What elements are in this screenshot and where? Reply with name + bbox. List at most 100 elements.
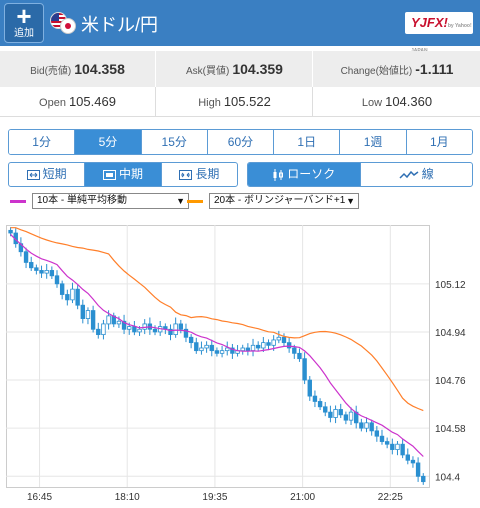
bid-value: 104.358 xyxy=(74,61,125,77)
x-tick-label: 22:25 xyxy=(378,492,403,503)
tab-60min[interactable]: 60分 xyxy=(207,130,275,154)
candle-body xyxy=(369,422,374,432)
add-pair-button[interactable]: + 追加 xyxy=(4,3,44,43)
price-chart[interactable]: 105.12 104.94 104.76 104.58 104.4 16:45 18:10 1… xyxy=(6,225,475,505)
tab-1month[interactable]: 1月 xyxy=(406,130,472,154)
candle-body xyxy=(127,326,132,330)
candle-body xyxy=(199,347,204,352)
high-label: High xyxy=(198,97,221,109)
tab-1week[interactable]: 1週 xyxy=(340,130,407,154)
x-tick-label: 19:35 xyxy=(202,492,227,503)
quote-row-range: Open 105.469 High 105.522 Low 104.360 xyxy=(0,87,480,117)
tab-mid-term[interactable]: 中期 xyxy=(85,163,162,186)
candle-body xyxy=(137,328,142,333)
ask-label: Ask(買値) xyxy=(186,66,230,77)
tab-mid-term-label: 中期 xyxy=(118,167,143,181)
tab-long-term[interactable]: 長期 xyxy=(162,163,237,186)
open-cell: Open 105.469 xyxy=(0,87,156,116)
candle-body xyxy=(116,320,122,325)
candle-body xyxy=(323,406,328,413)
bid-cell: Bid(売値) 104.358 xyxy=(0,51,156,87)
candle-body xyxy=(23,251,29,263)
candle-body xyxy=(39,270,44,274)
bid-label: Bid(売値) xyxy=(30,66,72,77)
quote-row-main: Bid(売値) 104.358 Ask(買値) 104.359 Change(始値比… xyxy=(0,51,480,87)
tab-1day[interactable]: 1日 xyxy=(274,130,341,154)
ma-select[interactable]: 10本 - 単純平均移動 ▼ xyxy=(32,193,189,209)
ma-select-value: 10本 - 単純平均移動 xyxy=(37,195,128,206)
candle-body xyxy=(230,347,235,354)
y-tick-label: 104.76 xyxy=(435,376,466,387)
candle-body xyxy=(297,352,302,360)
chevron-down-icon: ▼ xyxy=(346,196,355,206)
bb-select[interactable]: 20本 - ボリンジャーバンド+1 ▼ xyxy=(209,193,359,209)
ask-value: 104.359 xyxy=(232,61,283,77)
candle-body xyxy=(214,350,220,354)
candle-body xyxy=(317,401,323,408)
candle-body xyxy=(183,328,189,338)
candle-body xyxy=(240,347,245,352)
candle-body xyxy=(364,422,369,429)
candle-body xyxy=(96,328,101,336)
candle-body xyxy=(271,339,276,346)
candle-body xyxy=(400,443,405,456)
candle-body xyxy=(44,270,49,274)
ma-color-swatch xyxy=(10,199,26,203)
ma-indicator: 10本 - 単純平均移動 ▼ xyxy=(10,193,189,209)
candle-body xyxy=(250,344,256,352)
tab-15min[interactable]: 15分 xyxy=(141,130,208,154)
chart-type-tabs: ローソク 線 xyxy=(247,162,473,187)
candle-body xyxy=(390,443,395,450)
bb-indicator: 20本 - ボリンジャーバンド+1 ▼ xyxy=(187,193,359,209)
candle-body xyxy=(261,342,266,349)
candle-body xyxy=(374,430,380,437)
candle-body xyxy=(395,443,400,450)
change-label: Change(始値比) xyxy=(340,66,413,77)
low-cell: Low 104.360 xyxy=(314,87,480,116)
candle-body xyxy=(209,344,214,352)
tab-5min[interactable]: 5分 xyxy=(75,130,142,154)
ma-line xyxy=(10,233,424,457)
candle-body xyxy=(121,320,127,330)
candle-body xyxy=(359,422,364,429)
y-tick-label: 104.58 xyxy=(435,424,466,435)
plot-area xyxy=(6,225,430,488)
y-tick-label: 104.94 xyxy=(435,328,466,339)
candle-body xyxy=(168,328,173,336)
candle-body xyxy=(80,304,85,319)
app-header: + 追加 米ドル/円 YJFX!by Yahoo! JAPAN xyxy=(0,0,480,54)
candle-body xyxy=(348,411,354,421)
change-cell: Change(始値比) -1.111 xyxy=(314,51,480,87)
timeframe-tabs: 1分 5分 15分 60分 1日 1週 1月 xyxy=(8,129,473,155)
line-chart-icon xyxy=(399,170,419,179)
short-span-icon xyxy=(26,169,40,180)
candlestick-icon xyxy=(273,168,284,181)
candle-body xyxy=(49,270,55,277)
tab-line[interactable]: 線 xyxy=(361,163,473,186)
candle-body xyxy=(266,342,271,346)
candle-body xyxy=(194,342,199,352)
candle-body xyxy=(245,347,251,352)
chevron-down-icon: ▼ xyxy=(176,196,185,206)
tab-candlestick-label: ローソク xyxy=(287,167,336,181)
candle-body xyxy=(29,262,34,269)
candle-body xyxy=(415,462,421,477)
low-value: 104.360 xyxy=(385,94,433,109)
tab-1min[interactable]: 1分 xyxy=(9,130,76,154)
tab-long-term-label: 長期 xyxy=(195,167,220,181)
candle-body xyxy=(70,288,75,301)
candle-body xyxy=(333,409,338,418)
add-pair-label: 追加 xyxy=(14,28,34,39)
candle-body xyxy=(85,310,91,319)
candle-body xyxy=(338,409,343,416)
candle-body xyxy=(255,344,261,349)
bb-color-swatch xyxy=(187,199,203,203)
candle-body xyxy=(173,323,178,336)
candle-body xyxy=(90,310,96,330)
currency-flags xyxy=(50,12,78,34)
tab-candlestick[interactable]: ローソク xyxy=(248,163,361,186)
x-tick-label: 21:00 xyxy=(290,492,315,503)
tab-short-term[interactable]: 短期 xyxy=(9,163,86,186)
candle-body xyxy=(312,395,318,402)
plus-icon: + xyxy=(16,1,32,31)
